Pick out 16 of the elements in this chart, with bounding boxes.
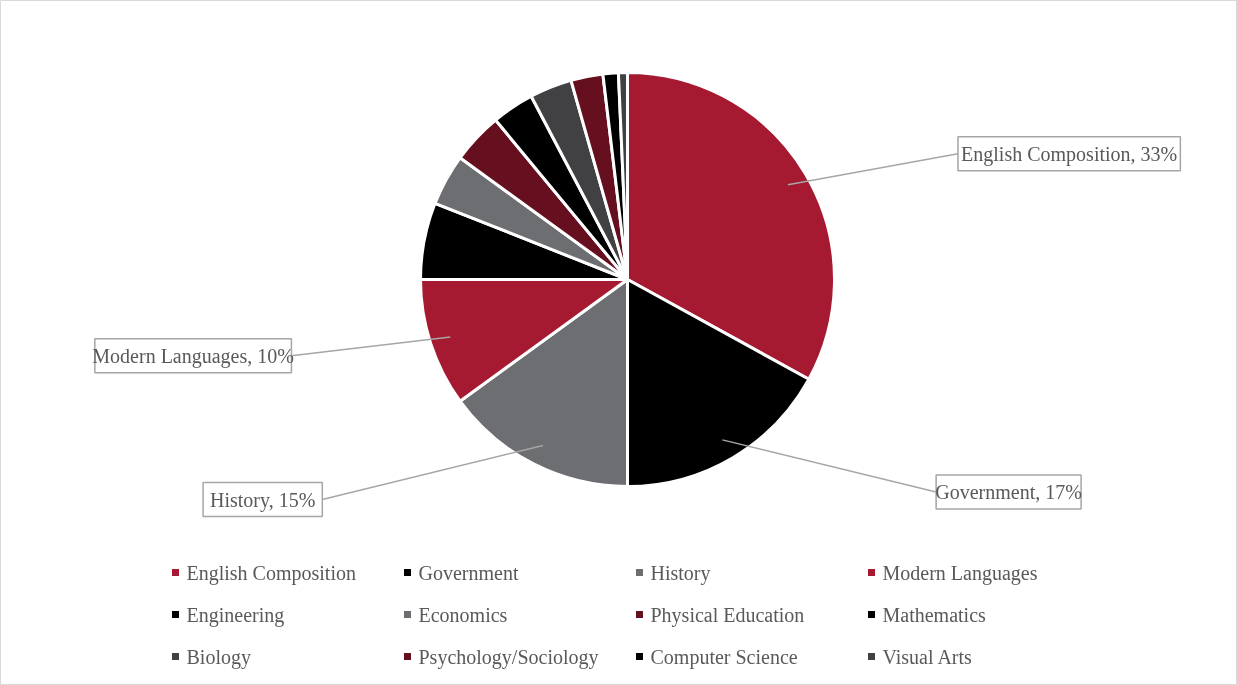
legend-label: Biology <box>186 645 251 669</box>
legend-label: History <box>650 561 711 585</box>
data-label: Modern Languages, 10% <box>92 344 294 368</box>
legend-label: Physical Education <box>650 603 805 627</box>
data-label: English Composition, 33% <box>961 142 1178 166</box>
legend-label: Engineering <box>186 603 285 627</box>
legend-label: English Composition <box>186 561 356 585</box>
legend-label: Economics <box>418 603 508 626</box>
legend-label: Mathematics <box>882 603 987 626</box>
legend-label: Modern Languages <box>882 561 1038 585</box>
legend-label: Visual Arts <box>882 645 973 668</box>
data-label: Government, 17% <box>935 481 1082 504</box>
legend-label: Psychology/Sociology <box>418 645 599 669</box>
legend-label: Computer Science <box>650 645 798 669</box>
legend-label: Government <box>418 561 519 584</box>
data-label: History, 15% <box>210 488 316 512</box>
